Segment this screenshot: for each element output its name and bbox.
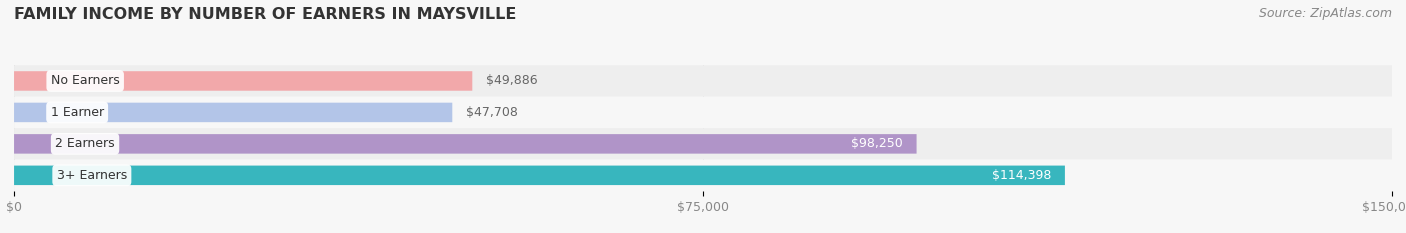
FancyBboxPatch shape <box>14 166 1064 185</box>
FancyBboxPatch shape <box>14 97 1392 128</box>
Text: $47,708: $47,708 <box>465 106 517 119</box>
FancyBboxPatch shape <box>14 65 1392 97</box>
Text: FAMILY INCOME BY NUMBER OF EARNERS IN MAYSVILLE: FAMILY INCOME BY NUMBER OF EARNERS IN MA… <box>14 7 516 22</box>
Text: Source: ZipAtlas.com: Source: ZipAtlas.com <box>1258 7 1392 20</box>
Text: $49,886: $49,886 <box>486 75 537 87</box>
Text: $114,398: $114,398 <box>991 169 1052 182</box>
Text: 2 Earners: 2 Earners <box>55 137 115 150</box>
FancyBboxPatch shape <box>14 160 1392 191</box>
FancyBboxPatch shape <box>14 128 1392 160</box>
FancyBboxPatch shape <box>14 103 453 122</box>
FancyBboxPatch shape <box>14 134 917 154</box>
Text: 3+ Earners: 3+ Earners <box>56 169 127 182</box>
Text: No Earners: No Earners <box>51 75 120 87</box>
FancyBboxPatch shape <box>14 71 472 91</box>
Text: 1 Earner: 1 Earner <box>51 106 104 119</box>
Text: $98,250: $98,250 <box>851 137 903 150</box>
